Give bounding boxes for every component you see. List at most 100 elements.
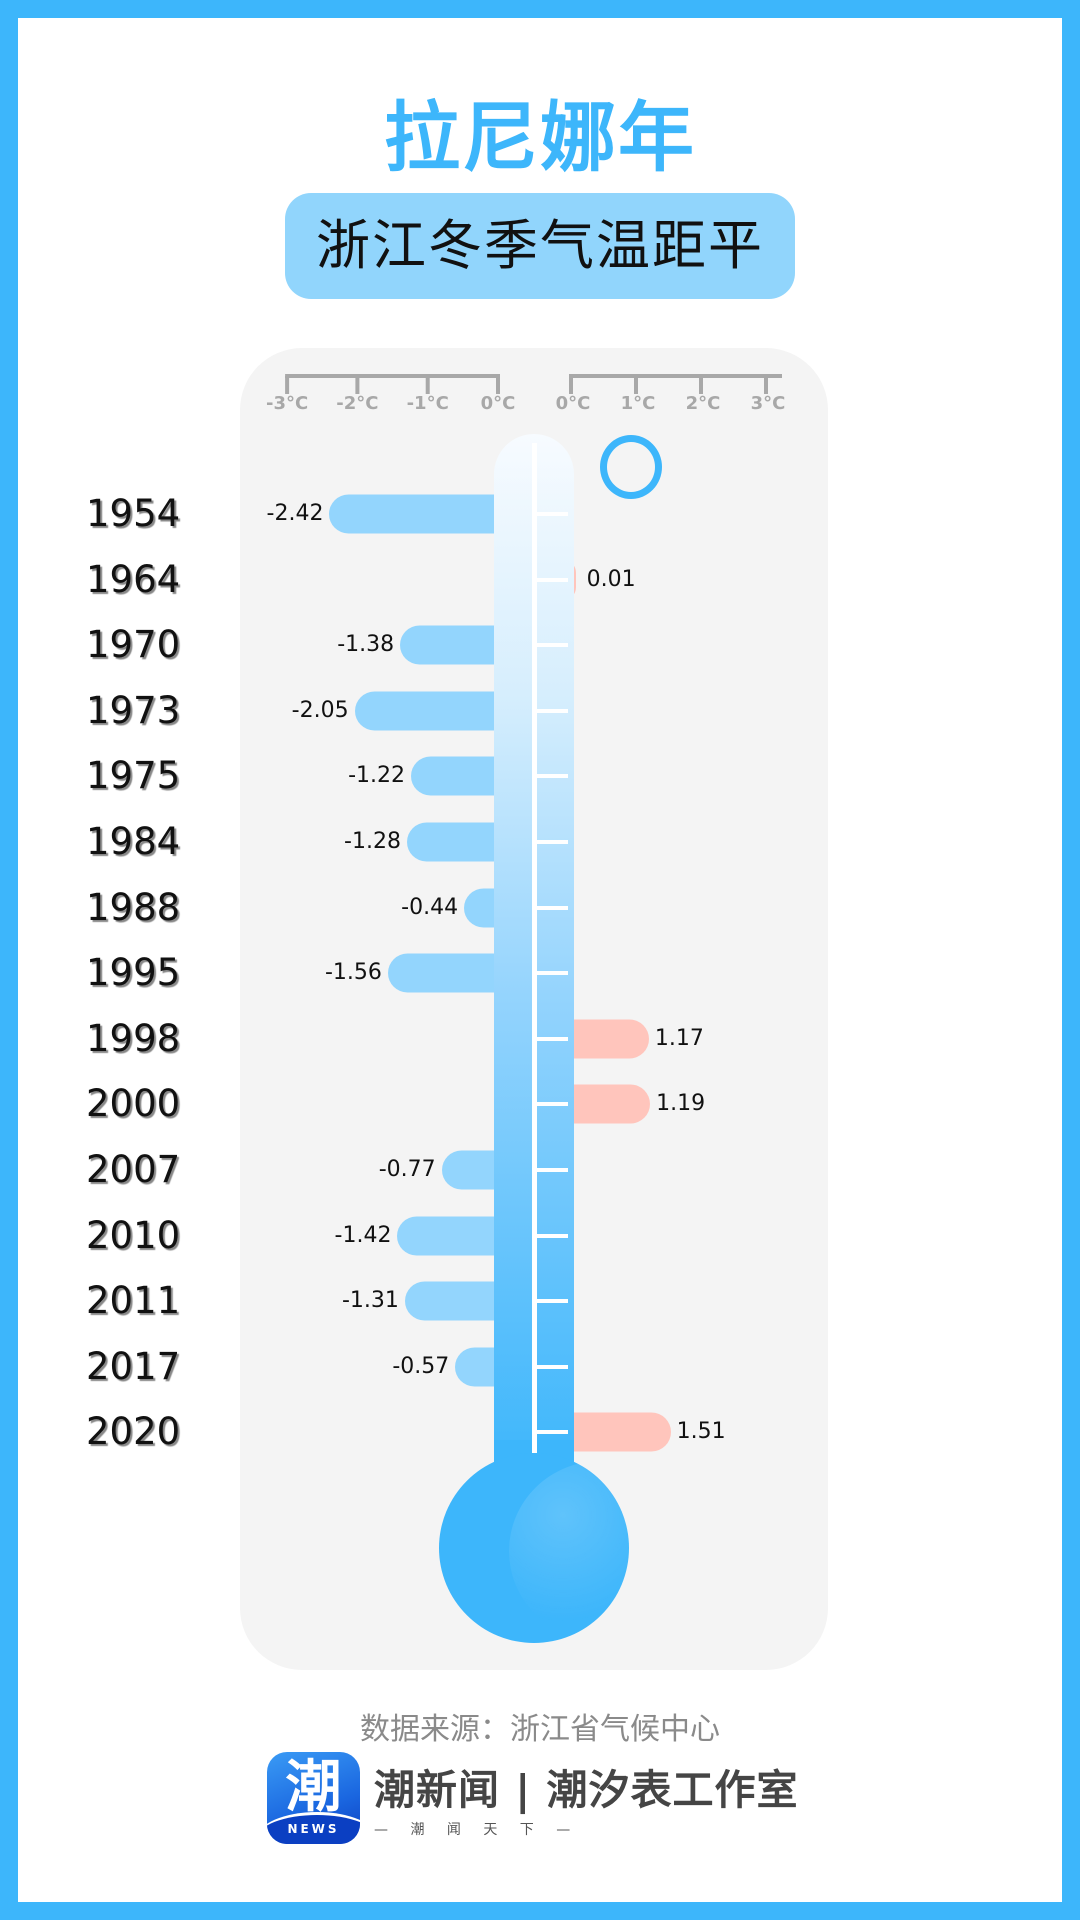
snowflake-arm: [935, 1714, 988, 1748]
year-label: 2011: [86, 1279, 181, 1323]
snowflake-branch: [113, 1647, 133, 1669]
value-label: 0.01: [586, 566, 636, 592]
snowflake-branch: [1012, 91, 1055, 107]
year-label: 1995: [86, 951, 181, 995]
snowflake-branch: [889, 91, 932, 107]
app-logo: 潮 NEWS: [267, 1752, 360, 1844]
axis-tick-label: 3°C: [750, 393, 786, 414]
bar-negative: [404, 1281, 504, 1321]
year-label: 1998: [86, 1016, 181, 1060]
snowflake-arm: [893, 117, 978, 171]
year-label: 1970: [86, 623, 181, 667]
thermometer-tick: [534, 708, 568, 713]
logo-character: 潮: [285, 1754, 342, 1820]
snowflake-branch: [966, 39, 997, 76]
snowflake-branch: [1012, 139, 1055, 155]
value-label: -0.77: [378, 1157, 436, 1182]
logo-news-text: NEWS: [287, 1822, 340, 1836]
snowflake-branch: [66, 1628, 93, 1638]
value-label: -0.57: [392, 1353, 450, 1379]
bar-positive: [564, 1084, 651, 1124]
year-label: 1975: [86, 754, 181, 798]
bulb-highlight: [509, 1461, 629, 1641]
thermometer-tick: [534, 1168, 568, 1172]
year-label: 2000: [86, 1082, 181, 1126]
year-label: 2020: [86, 1410, 181, 1454]
year-label: 1988: [86, 885, 181, 929]
year-label: 1984: [86, 820, 181, 863]
snowflake-arm: [113, 1614, 166, 1648]
snowflake-branch: [889, 139, 932, 155]
page-title: 拉尼娜年: [384, 93, 696, 182]
axis-left: [285, 374, 782, 394]
axis-tick-label: -1°C: [406, 393, 449, 414]
thermometer-tick: [534, 840, 568, 844]
snowflake-branch: [923, 1667, 943, 1689]
snowflake-branch: [900, 1680, 915, 1705]
axis-tick-label: 2°C: [685, 393, 721, 414]
snowflake-branch: [1012, 61, 1035, 102]
bar-negative: [411, 756, 504, 796]
snowflake-arm: [966, 75, 1051, 129]
thermometer-tick: [534, 1364, 568, 1369]
thermometer-tick: [534, 1102, 568, 1107]
year-label: 2010: [86, 1213, 181, 1257]
data-source: 数据来源：浙江省气候中心: [360, 1712, 720, 1747]
bar-negative: [441, 1150, 504, 1190]
axis-tick-label: -3°C: [265, 393, 309, 414]
year-label: 1964: [86, 557, 181, 601]
snowflake-branch: [101, 1647, 121, 1669]
thermometer-tick: [534, 577, 568, 582]
snowflake-branch: [78, 1580, 93, 1605]
snowflake-branch: [935, 1667, 955, 1689]
snowflake-branch: [141, 1598, 168, 1608]
bar-negative: [397, 1216, 504, 1256]
value-label: -1.22: [348, 763, 406, 789]
brand-name: 潮新闻 | 潮汐表工作室: [374, 1766, 799, 1814]
snowflake-branch: [1012, 144, 1035, 185]
snowflake-branch: [900, 1731, 915, 1756]
snowflake-branch: [78, 1631, 93, 1656]
year-label: 2017: [86, 1344, 181, 1388]
bar-positive: [564, 1412, 671, 1452]
thermometer-tick: [534, 1430, 568, 1435]
year-label: 1954: [86, 492, 181, 535]
snowflake-branch: [963, 1731, 978, 1756]
snowflake-branch: [963, 1698, 990, 1708]
snowflake-arm: [890, 1688, 943, 1722]
thermometer-tick: [534, 643, 568, 648]
snowflake-branch: [113, 1567, 133, 1589]
snowflake-branch: [966, 170, 997, 207]
axis-tick-label: -2°C: [336, 393, 379, 414]
value-label: -1.38: [337, 632, 395, 658]
year-label: 2007: [86, 1148, 181, 1191]
value-label: -1.28: [344, 829, 401, 854]
snowflake-branch: [888, 1698, 915, 1708]
snowflake-branch: [947, 39, 978, 76]
value-label: -1.42: [334, 1222, 392, 1248]
value-label: 1.19: [656, 1091, 706, 1117]
bar-negative: [406, 822, 504, 862]
value-label: -2.42: [266, 501, 324, 526]
thermometer-tick: [534, 774, 568, 779]
value-label: -1.56: [324, 960, 382, 986]
snowflake-branch: [909, 144, 932, 185]
snowflake-arm: [966, 117, 1051, 171]
snowflake-branch: [101, 1567, 121, 1589]
value-label: -0.44: [401, 894, 459, 920]
snowflake-branch: [909, 61, 932, 102]
value-label: -1.31: [341, 1288, 399, 1314]
year-label: 1973: [86, 688, 181, 732]
snowflake-branch: [141, 1628, 168, 1638]
brand-tagline: — 潮 闻 天 下 —: [374, 1822, 580, 1838]
thermometer-tick: [534, 1036, 568, 1041]
snowflake-branch: [888, 1728, 915, 1738]
subtitle: 浙江冬季气温距平: [316, 214, 764, 277]
axis-tick-label: 0°C: [555, 393, 591, 414]
snowflake-branch: [935, 1747, 955, 1769]
logo-wave: [267, 1812, 360, 1844]
axis-tick-label: 0°C: [480, 393, 516, 414]
snowflake-branch: [66, 1598, 93, 1608]
value-label: -2.05: [291, 697, 349, 723]
snowflake-arm: [935, 1688, 988, 1722]
